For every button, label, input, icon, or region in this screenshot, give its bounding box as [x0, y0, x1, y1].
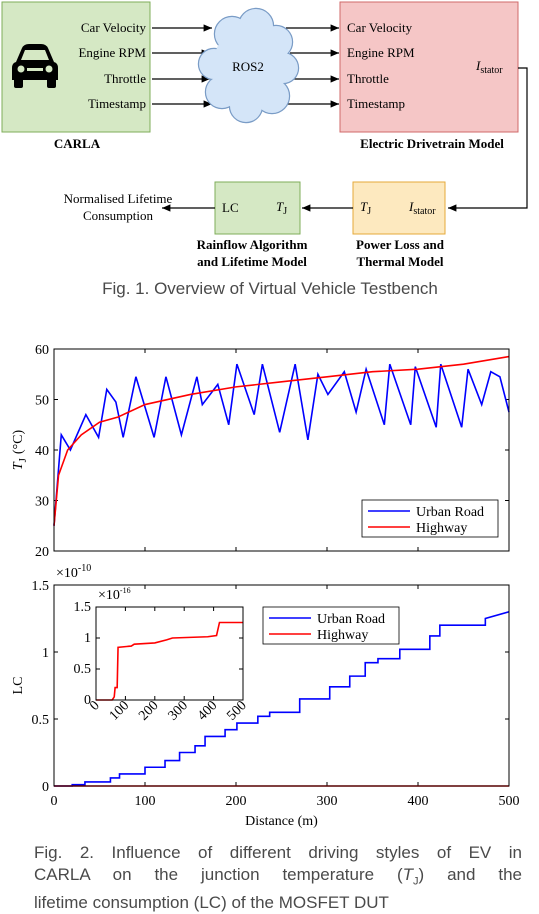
y-label-part: T	[11, 461, 26, 470]
y-tick-label: 60	[35, 343, 49, 358]
input-label: Istator	[408, 199, 436, 217]
block-label: Rainflow Algorithm	[197, 237, 308, 252]
x-tick-label: 0	[51, 794, 58, 809]
symbol: I	[475, 58, 481, 73]
x-tick-label: 400	[408, 794, 429, 809]
y-tick-label: 1.5	[74, 600, 92, 615]
y-tick-label: 1	[42, 646, 49, 661]
series-line	[53, 355, 510, 526]
symbol: I	[408, 199, 414, 214]
y-tick-label: 0.5	[74, 662, 92, 677]
input-label: TJ	[360, 199, 371, 217]
x-axis-label: Distance (m)	[245, 814, 318, 829]
series-line	[96, 621, 243, 701]
subscript: stator	[413, 206, 436, 217]
series-line	[53, 363, 510, 526]
x-tick-label: 100	[135, 794, 156, 809]
y-label-part: (°C)	[11, 429, 26, 454]
block-label: Power Loss and	[356, 237, 445, 252]
y-tick-label: 20	[35, 545, 49, 560]
lc-label: LC	[222, 200, 239, 215]
legend-box	[361, 499, 499, 538]
legend-label: Urban Road	[317, 612, 385, 627]
signal-label: Engine RPM	[78, 45, 146, 60]
signal-label: Throttle	[104, 71, 146, 86]
arrow	[448, 67, 528, 212]
y-axis-label: TJ (°C)	[11, 429, 29, 470]
figure: Car Velocity Engine RPM Throttle Timesta…	[1, 1, 528, 829]
y-tick-label: 0	[42, 780, 49, 795]
block-label: Electric Drivetrain Model	[360, 136, 504, 151]
signal-label: Timestamp	[88, 96, 146, 111]
y-tick-label: 50	[35, 393, 49, 408]
block-label: CARLA	[54, 136, 101, 151]
multiplier-exponent: -10	[78, 563, 91, 574]
car-icon	[12, 44, 58, 88]
series-line	[54, 611, 510, 787]
x-tick-label: 200	[226, 794, 247, 809]
symbol: T	[402, 865, 414, 884]
y-tick-label: 0	[84, 693, 91, 708]
x-tick-label: 300	[317, 794, 338, 809]
input-label: TJ	[276, 199, 287, 217]
plot-frame	[53, 584, 510, 787]
legend-label: Highway	[416, 521, 467, 536]
caption-line: Fig. 2. Influence of different driving s…	[34, 843, 522, 862]
y-tick-label: 1.5	[32, 579, 50, 594]
figure-caption: Fig. 2. Influence of different driving s…	[34, 842, 522, 914]
x-tick-label: 500	[499, 794, 520, 809]
subscript: stator	[480, 65, 503, 76]
y-tick-label: 40	[35, 444, 49, 459]
signal-label: Car Velocity	[347, 20, 413, 35]
caption: Fig. 1. Overview of Virtual Vehicle Test…	[102, 279, 438, 298]
plot-frame	[53, 348, 510, 552]
power-loss-box	[352, 181, 446, 235]
multiplier-base: ×10	[56, 566, 78, 581]
signal-label: Car Velocity	[81, 20, 147, 35]
multiplier-exponent: -16	[120, 586, 131, 595]
caption-text: ) and the	[418, 865, 522, 884]
output-label: Normalised Lifetime	[64, 191, 173, 206]
caption-line: lifetime consumption (LC) of the MOSFET …	[34, 893, 389, 913]
axis-multiplier: ×10-10	[56, 563, 91, 581]
arrows	[152, 24, 339, 108]
ros-label: ROS2	[232, 59, 264, 74]
subscript: J	[283, 206, 287, 217]
subscript: J	[367, 206, 371, 217]
caption-line: CARLA on the junction temperature (TJ) a…	[34, 864, 522, 892]
multiplier-base: ×10	[98, 588, 120, 603]
symbol: T	[276, 199, 284, 214]
block-label: and Lifetime Model	[197, 254, 307, 269]
rainflow-box	[214, 181, 301, 235]
plot-area	[96, 607, 243, 700]
y-axis-label: LC	[11, 677, 26, 695]
y-tick-label: 0.5	[32, 713, 50, 728]
output-label: Istator	[475, 58, 503, 76]
plot-frame	[95, 606, 244, 701]
legend-box	[262, 606, 400, 645]
legend-label: Urban Road	[416, 505, 484, 520]
symbol: T	[360, 199, 368, 214]
drivetrain-box	[339, 1, 519, 133]
output-label: Consumption	[83, 208, 154, 223]
y-tick-label: 30	[35, 494, 49, 509]
y-label-part: LC	[11, 677, 26, 695]
legend-label: Highway	[317, 628, 368, 643]
ros-cloud	[197, 7, 300, 124]
y-label-part: J	[17, 457, 29, 462]
signal-label: Timestamp	[347, 96, 405, 111]
axis-multiplier: ×10-16	[98, 586, 131, 603]
caption-text: CARLA on the junction temperature (	[34, 865, 403, 884]
signal-label: Engine RPM	[347, 45, 415, 60]
block-label: Thermal Model	[356, 254, 443, 269]
subscript: J	[413, 875, 419, 888]
y-tick-label: 1	[84, 631, 91, 646]
signal-label: Throttle	[347, 71, 389, 86]
